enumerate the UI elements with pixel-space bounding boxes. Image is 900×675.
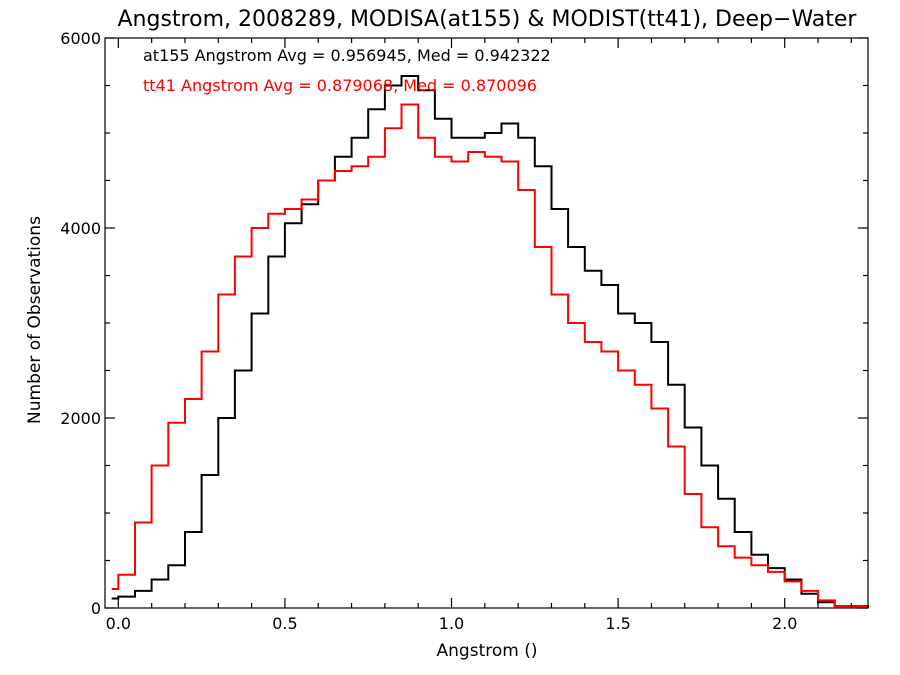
series-line-at155 bbox=[111, 75, 869, 608]
x-tick-label: 1.0 bbox=[439, 614, 464, 633]
ticks-layer: 0.0 0.5 1.0 1.5 2.0 0 2000 4000 6000 bbox=[60, 29, 868, 633]
chart-title: Angstrom, 2008289, MODISA(at155) & MODIS… bbox=[118, 7, 858, 32]
x-tick-label: 0.5 bbox=[272, 614, 297, 633]
x-tick-label: 1.5 bbox=[605, 614, 630, 633]
plot-frame bbox=[104, 37, 869, 609]
x-tick-label: 2.0 bbox=[772, 614, 797, 633]
series-line-tt41 bbox=[111, 103, 869, 608]
legend-stats-at155: at155 Angstrom Avg = 0.956945, Med = 0.9… bbox=[143, 46, 551, 65]
series-layer bbox=[111, 75, 869, 608]
y-tick-label: 0 bbox=[91, 599, 101, 618]
y-tick-label: 4000 bbox=[60, 219, 101, 238]
y-axis-label: Number of Observations bbox=[25, 216, 45, 424]
y-tick-label: 2000 bbox=[60, 409, 101, 428]
x-tick-label: 0.0 bbox=[106, 614, 131, 633]
x-axis-label: Angstrom () bbox=[437, 641, 538, 661]
y-tick-label: 6000 bbox=[60, 29, 101, 48]
legend-stats-tt41: tt41 Angstrom Avg = 0.879068, Med = 0.87… bbox=[143, 76, 537, 95]
